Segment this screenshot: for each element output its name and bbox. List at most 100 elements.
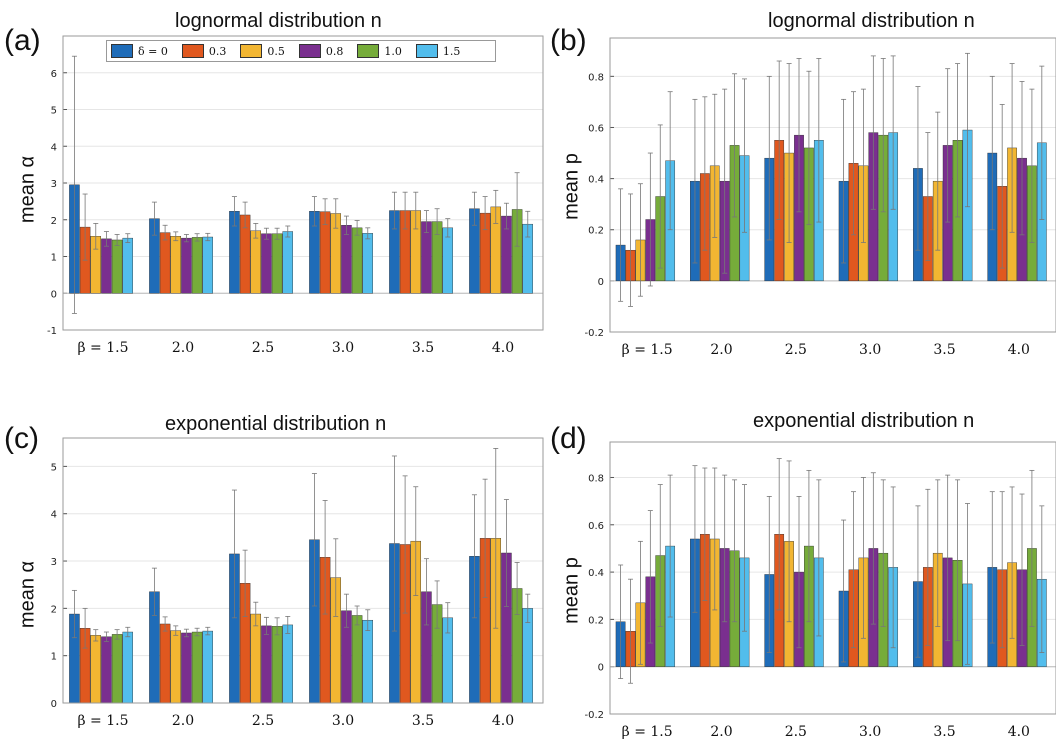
panel-d: (d) exponential distribution n mean p -0… <box>548 370 1056 753</box>
x-tick-label: 2.0 <box>172 340 194 356</box>
error-bar <box>391 191 397 230</box>
error-bar <box>964 503 970 665</box>
y-tick-label: 0.2 <box>588 226 604 237</box>
x-tick-label: 2.0 <box>710 724 732 740</box>
y-tick-label: 2 <box>51 604 57 615</box>
error-bar <box>365 227 371 240</box>
error-bar <box>741 484 747 632</box>
error-bar <box>311 473 317 607</box>
error-bar <box>525 593 531 623</box>
error-bar <box>637 540 643 665</box>
x-tick-label: β = 1.5 <box>78 713 129 729</box>
error-bar <box>796 58 802 213</box>
error-bar <box>285 225 291 238</box>
x-tick-label: 4.0 <box>492 713 514 729</box>
error-bar <box>493 448 499 629</box>
legend-label: 1.0 <box>384 44 402 58</box>
error-bar <box>445 602 451 634</box>
y-tick-label: 3 <box>51 557 57 568</box>
error-bar <box>493 189 499 224</box>
error-bar <box>712 467 718 611</box>
x-tick-label: β = 1.5 <box>622 342 673 358</box>
bar <box>90 635 101 704</box>
error-bar <box>999 104 1005 269</box>
error-bar <box>1039 65 1045 220</box>
error-bar <box>322 500 328 615</box>
chart-title: exponential distribution n <box>753 410 975 432</box>
error-bar <box>242 549 248 617</box>
y-tick-label: 1 <box>51 253 57 264</box>
error-bar <box>503 202 509 230</box>
plot-area <box>610 442 1056 714</box>
y-tick-label: -0.2 <box>584 710 604 721</box>
error-bar <box>205 232 211 242</box>
plot-area <box>63 438 543 703</box>
error-bar <box>1029 469 1035 627</box>
error-bar <box>880 58 886 213</box>
error-bar <box>870 55 876 210</box>
error-bar <box>915 86 921 251</box>
panel-label: (d) <box>550 422 587 455</box>
x-tick-label: 2.5 <box>252 713 274 729</box>
panel-b: (b) lognormal distribution n mean p -0.2… <box>548 0 1056 370</box>
error-bar <box>503 499 509 607</box>
x-tick-label: 2.5 <box>252 340 274 356</box>
error-bar <box>935 479 941 627</box>
error-bar <box>999 491 1005 649</box>
x-tick-label: 4.0 <box>1008 724 1030 740</box>
y-tick-label: -0.2 <box>584 328 604 339</box>
error-bar <box>702 467 708 601</box>
bar <box>362 619 374 704</box>
error-bar <box>285 616 291 634</box>
x-tick-label: 4.0 <box>492 340 514 356</box>
error-bar <box>851 491 857 649</box>
error-bar <box>445 218 451 238</box>
error-bar <box>841 519 847 663</box>
error-bar <box>647 152 653 287</box>
error-bar <box>722 474 728 623</box>
bar <box>181 237 192 294</box>
error-bar <box>880 479 886 627</box>
error-bar <box>935 111 941 251</box>
bar <box>122 237 133 294</box>
error-bar <box>173 625 179 636</box>
chart-svg: -0.2 0 0.2 0.4 0.6 0.8 β = 1.5 2.0 2.5 3.0 3.5 4.0 <box>584 37 1056 358</box>
error-bar <box>796 496 802 649</box>
y-tick-label: 0.4 <box>588 568 604 579</box>
x-tick-label: β = 1.5 <box>622 724 673 740</box>
error-bar <box>806 469 812 623</box>
bar <box>261 625 272 704</box>
x-tick-label: 3.0 <box>332 340 354 356</box>
axes-frame <box>609 441 1056 715</box>
x-tick-label: 2.5 <box>785 342 807 358</box>
error-bar <box>402 191 408 230</box>
error-bar <box>471 191 477 226</box>
error-bar <box>162 224 168 241</box>
legend-item: 0.5 <box>240 44 285 58</box>
bar <box>122 631 133 704</box>
error-bar <box>915 505 921 658</box>
error-bar <box>343 215 349 235</box>
error-bar <box>816 479 822 637</box>
bar <box>191 237 203 294</box>
error-bar <box>1039 505 1045 653</box>
legend-label: 0.5 <box>267 44 285 58</box>
error-bar <box>816 58 822 223</box>
axes-frame <box>62 437 544 704</box>
error-bar <box>114 629 120 640</box>
error-bar <box>870 472 876 625</box>
legend-item: 0.8 <box>298 44 343 58</box>
x-tick-label: 3.0 <box>332 713 354 729</box>
bar <box>101 238 112 294</box>
error-bar <box>114 234 120 246</box>
error-bar <box>989 491 995 644</box>
error-bar <box>253 223 259 239</box>
legend-swatch <box>181 44 204 58</box>
error-bar <box>274 227 280 240</box>
error-bar <box>860 477 866 639</box>
error-bar <box>343 593 349 628</box>
legend-label: δ = 0 <box>138 44 168 58</box>
legend-item: 1.0 <box>357 44 402 58</box>
